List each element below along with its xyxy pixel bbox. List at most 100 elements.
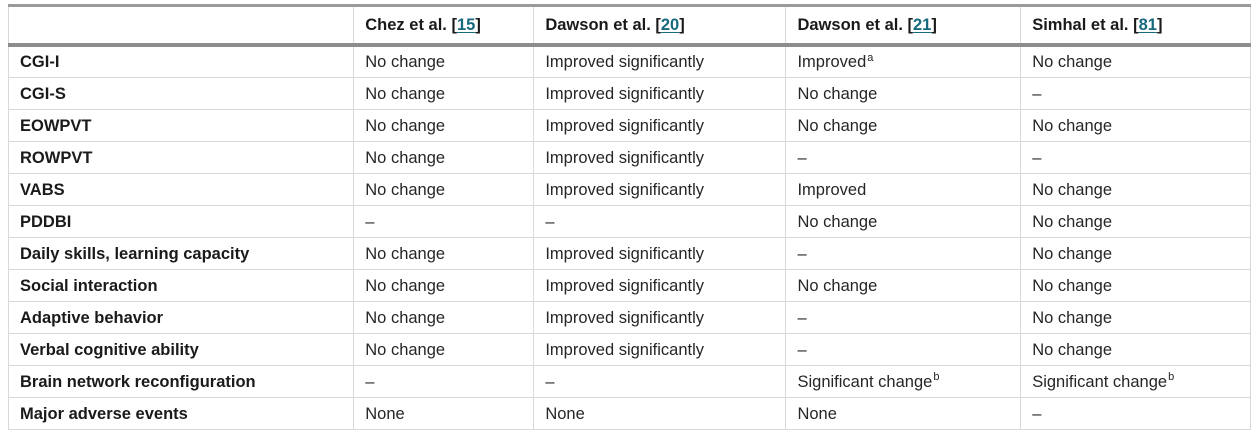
bracket-close: ]: [1156, 16, 1163, 34]
row-label: PDDBI: [7, 205, 355, 238]
study-name: Dawson et al.: [797, 16, 908, 34]
cell-text: No change: [1032, 53, 1113, 71]
cell: No change: [353, 333, 535, 366]
cell: Improved significantly: [533, 333, 787, 366]
cell: Improveda: [785, 44, 1022, 78]
table-row: Verbal cognitive ability No change Impro…: [7, 333, 1251, 366]
bracket-close: ]: [931, 16, 937, 34]
cell: No change: [353, 237, 535, 270]
header-cell-dawson-21: Dawson et al. [21]: [785, 5, 1022, 47]
cell-text: –: [797, 308, 807, 327]
cell: –: [1020, 77, 1251, 110]
cell: Improved significantly: [533, 237, 787, 270]
row-label: Brain network reconfiguration: [7, 365, 355, 398]
cell-text: No change: [797, 84, 878, 103]
cell: No change: [1020, 44, 1251, 78]
study-name: Dawson et al.: [545, 16, 656, 34]
table-row: PDDBI – – No change No change: [7, 205, 1251, 238]
table-row: CGI-I No change Improved significantly I…: [7, 44, 1251, 78]
header-corner-cell: [7, 5, 355, 47]
row-label: ROWPVT: [7, 141, 355, 174]
cell-text: –: [797, 244, 807, 263]
cell-text: –: [1032, 84, 1042, 103]
bracket-close: ]: [679, 16, 685, 34]
cell-text: No change: [365, 116, 446, 135]
cell: Improved significantly: [533, 173, 787, 206]
citation-link[interactable]: 81: [1138, 16, 1157, 34]
cell: –: [353, 365, 535, 398]
cell-text: Improved significantly: [545, 340, 704, 359]
cell: None: [533, 397, 787, 430]
cell-text: No change: [365, 148, 446, 167]
outcomes-comparison-table: Chez et al. [15] Dawson et al. [20] Daws…: [7, 4, 1251, 430]
cell-text: Improved significantly: [545, 84, 704, 103]
row-label: CGI-I: [7, 44, 355, 78]
cell: No change: [1020, 237, 1251, 270]
table-row: Adaptive behavior No change Improved sig…: [7, 301, 1251, 334]
row-label: EOWPVT: [7, 109, 355, 142]
table-row: EOWPVT No change Improved significantly …: [7, 109, 1251, 142]
study-name: Chez et al.: [365, 16, 452, 34]
cell: No change: [353, 269, 535, 302]
cell-text: None: [545, 404, 585, 423]
cell-text: No change: [1032, 308, 1113, 327]
cell-text: Improved: [797, 180, 867, 199]
cell: Improved significantly: [533, 269, 787, 302]
footnote-marker: b: [1168, 371, 1175, 383]
cell-text: Improved significantly: [545, 116, 704, 135]
cell: No change: [1020, 333, 1251, 366]
cell: Improved significantly: [533, 301, 787, 334]
table-row: Major adverse events None None None –: [7, 397, 1251, 430]
bracket-open: [: [907, 16, 914, 34]
cell: No change: [1020, 109, 1251, 142]
row-label: Social interaction: [7, 269, 355, 302]
table-body: CGI-I No change Improved significantly I…: [7, 44, 1251, 430]
cell-text: Improved significantly: [545, 244, 704, 263]
cell-text: No change: [797, 276, 878, 295]
bracket-open: [: [451, 16, 457, 34]
cell: No change: [353, 173, 535, 206]
cell-text: Improved significantly: [545, 180, 704, 199]
footnote-marker: b: [933, 371, 940, 383]
header-cell-chez: Chez et al. [15]: [353, 5, 535, 47]
cell-text: –: [797, 340, 807, 359]
cell: Improved significantly: [533, 109, 787, 142]
cell: None: [785, 397, 1022, 430]
row-label: Adaptive behavior: [7, 301, 355, 334]
cell-text: No change: [1032, 276, 1113, 295]
bracket-close: ]: [475, 16, 481, 34]
cell: No change: [1020, 173, 1251, 206]
citation-link[interactable]: 15: [456, 16, 476, 34]
citation-link[interactable]: 21: [913, 16, 932, 34]
cell-text: No change: [1032, 180, 1113, 199]
bracket-open: [: [1133, 16, 1139, 34]
cell: –: [1020, 141, 1251, 174]
study-name: Simhal et al.: [1032, 16, 1134, 34]
cell-text: No change: [365, 53, 446, 71]
cell-text: No change: [365, 340, 446, 359]
cell-text: No change: [365, 244, 446, 263]
cell-text: No change: [365, 276, 446, 295]
cell: –: [785, 301, 1022, 334]
cell: Improved significantly: [533, 141, 787, 174]
row-label: Verbal cognitive ability: [7, 333, 355, 366]
cell-text: Improved significantly: [545, 308, 704, 327]
cell-text: Significant change: [1032, 372, 1168, 391]
cell: No change: [353, 141, 535, 174]
cell: Improved significantly: [533, 44, 787, 78]
cell-text: None: [797, 404, 837, 423]
cell: Significant changeb: [785, 365, 1022, 398]
cell-text: Improved: [797, 53, 867, 71]
cell-text: Improved significantly: [545, 276, 704, 295]
cell: –: [785, 141, 1022, 174]
cell-text: –: [797, 148, 807, 167]
header-cell-simhal: Simhal et al. [81]: [1020, 5, 1251, 47]
cell: Improved significantly: [533, 77, 787, 110]
cell: No change: [353, 301, 535, 334]
table-row: Daily skills, learning capacity No chang…: [7, 237, 1251, 270]
cell: –: [785, 237, 1022, 270]
table-row: VABS No change Improved significantly Im…: [7, 173, 1251, 206]
cell-text: –: [365, 212, 375, 231]
citation-link[interactable]: 20: [660, 16, 680, 34]
table-row: Brain network reconfiguration – – Signif…: [7, 365, 1251, 398]
